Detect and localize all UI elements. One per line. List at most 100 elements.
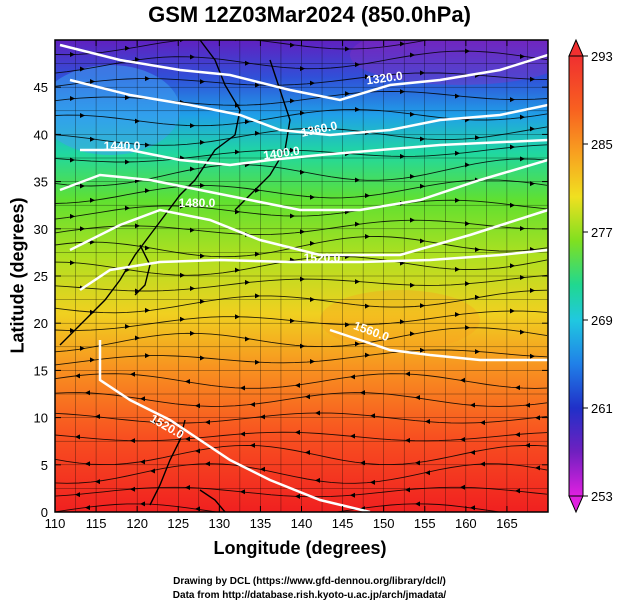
streamline-arrow [530,288,535,294]
streamline-arrow [355,107,360,113]
y-tick-label: 25 [34,269,48,284]
streamline-arrow [470,450,475,456]
streamline-arrow [415,395,420,401]
y-tick-label: 15 [34,363,48,378]
streamline-arrow [260,466,265,472]
streamline-arrow [295,429,300,435]
streamline-arrow [460,437,465,443]
streamline-arrow [245,279,250,285]
streamline-arrow [410,111,415,117]
colorbar-tick-label: 269 [591,313,613,328]
streamline-arrow [415,501,420,507]
streamline-arrow [300,110,305,116]
x-tick-label: 115 [86,516,107,531]
streamline-arrow [455,312,460,318]
streamline-arrow [200,183,205,189]
streamline-arrow [300,66,305,72]
streamline-arrow [125,324,130,330]
colorbar-ticks: 293 285 277 269 261 253 [583,49,613,504]
streamline-arrow [480,420,485,426]
contour-line-1480 [69,208,548,257]
streamline-arrow [185,436,190,442]
streamline-arrow [405,437,410,443]
streamline-arrow [290,213,295,219]
streamline-arrow [520,329,525,335]
streamline-arrow [90,78,95,84]
y-tick-label: 5 [41,458,48,473]
streamline-arrow [455,150,460,156]
streamline-arrow [365,303,370,309]
streamline-arrow [470,402,475,408]
streamline-arrow [305,394,310,400]
y-tick-label: 30 [34,222,48,237]
streamline-arrow [350,492,355,498]
streamline-arrow [80,183,85,189]
streamline-arrow [195,403,200,409]
streamline [55,310,548,331]
streamline-arrow [365,193,370,199]
colorbar-bottom-arrow [568,495,584,514]
streamline-arrow [520,156,525,162]
streamline [55,90,548,106]
streamline [55,256,548,276]
streamline-arrow [255,359,260,365]
streamline [55,126,548,146]
streamline [55,392,548,407]
contour-line-1320 [59,43,548,102]
streamline-arrow [460,484,465,490]
streamline-arrow [240,431,245,437]
x-tick-label: 150 [373,516,395,531]
streamline-arrow [235,267,240,273]
streamline-arrow [470,505,475,511]
streamline-arrow [140,501,145,507]
streamline-arrow [525,442,530,448]
streamline-arrow [350,374,355,380]
streamline-arrow [400,41,405,47]
streamline-arrow [250,442,255,448]
streamline-arrow [405,371,410,377]
streamline-arrow [475,349,480,355]
streamline-arrow [420,303,425,309]
streamline-arrow [235,314,240,320]
streamline-arrow [85,505,90,511]
streamline-arrow [420,70,425,76]
streamline-arrow [245,336,250,342]
streamline-arrow [70,52,75,58]
streamline-arrow [190,286,195,292]
credit-data-source: Data from http://database.rish.kyoto-u.a… [172,590,447,601]
plot-area: 1320.01360.01400.01440.01480.01520.01560… [55,40,548,512]
streamline-arrow [75,492,80,498]
streamline-arrow [310,240,315,246]
streamline-arrow [465,325,470,331]
streamline [55,236,548,258]
streamline-arrow [525,402,530,408]
streamline-arrow [315,410,320,416]
streamline [55,144,548,163]
streamline-arrow [90,239,95,245]
x-tick-label: 120 [126,516,148,531]
streamline-arrow [255,130,260,136]
streamline-arrow [150,419,155,425]
contour-line-1520-south [98,340,371,512]
streamline-arrow [190,166,195,172]
streamline-arrow [75,373,80,379]
wind-streamlines [55,40,548,512]
streamline-arrow [355,62,360,68]
streamline-arrow [80,66,85,72]
streamline-arrow [245,60,250,66]
streamline-arrow [240,385,245,391]
streamline-arrow [410,217,415,223]
streamline-arrow [415,460,420,466]
contour-label: 1400.0 [262,144,301,163]
streamline-arrow [460,377,465,383]
colorbar-tick-label: 285 [591,137,613,152]
streamline-arrow [520,114,525,120]
streamline-arrow [145,188,150,194]
streamline-arrow [130,486,135,492]
streamline-arrow [295,493,300,499]
streamline-arrow [140,396,145,402]
streamline-arrow [530,181,535,187]
streamline-arrow [345,91,350,97]
streamline-arrow [510,97,515,103]
